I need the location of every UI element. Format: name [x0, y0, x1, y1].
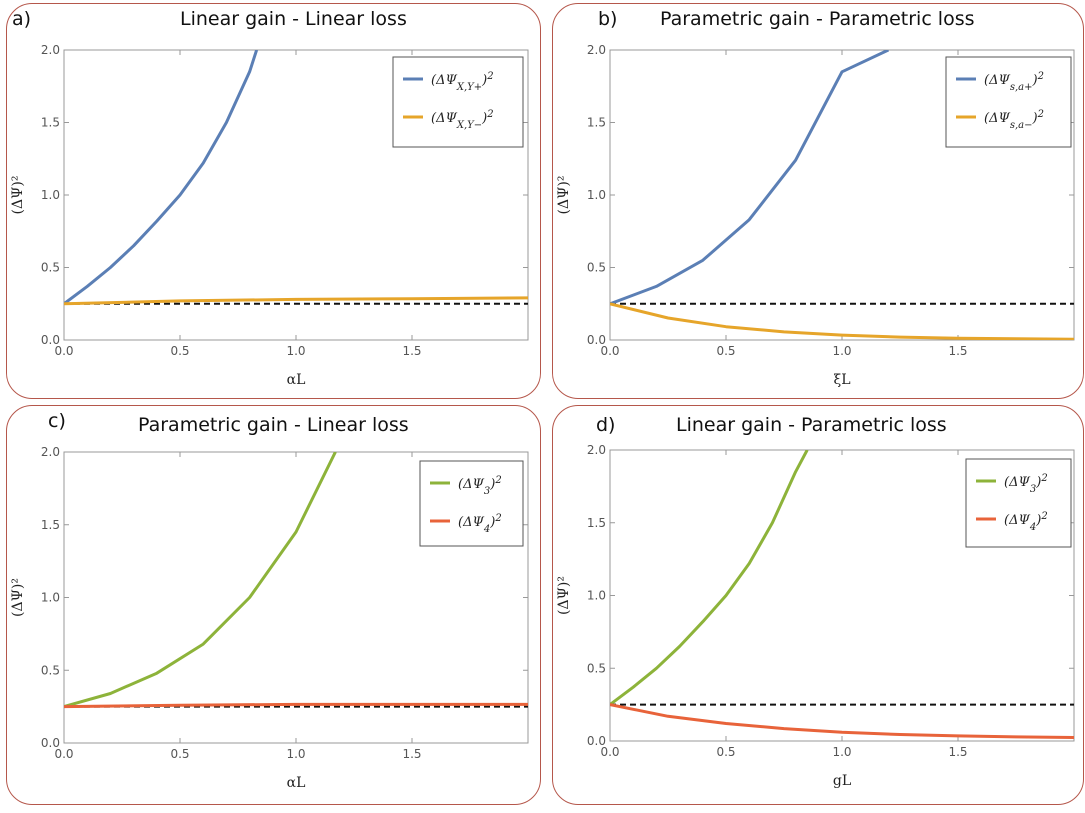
panel-b-title: Parametric gain - Parametric loss — [660, 8, 975, 30]
x-tick-label: 0.0 — [54, 344, 73, 358]
x-tick-label: 1.5 — [948, 745, 967, 759]
panel-a-label: a) — [12, 8, 32, 30]
legend-box — [419, 460, 524, 547]
legend-label-0: (ΔΨX,Y+)2 — [431, 71, 494, 93]
panel-d-label: d) — [596, 414, 616, 436]
legend-label-1: (ΔΨ4)2 — [1004, 511, 1048, 533]
series-line-1 — [610, 703, 1074, 739]
y-axis-label: (ΔΨ)² — [556, 576, 572, 615]
y-axis-label: (ΔΨ)² — [10, 578, 26, 617]
y-tick-label: 1.0 — [587, 188, 606, 202]
y-tick-label: 0.5 — [41, 261, 60, 275]
legend-box — [945, 56, 1072, 148]
panel-a-title: Linear gain - Linear loss — [180, 8, 407, 30]
y-tick-label: 1.0 — [587, 589, 606, 603]
legend-label-0: (ΔΨs,a+)2 — [984, 71, 1044, 93]
chart-0: 0.0 0.5 1.0 1.5 0.0 0.5 1.0 1.5 2.0 αL (ΔΨ)² (ΔΨX,Y… — [10, 43, 529, 388]
x-tick-label: 1.5 — [402, 747, 421, 761]
series-line-1 — [610, 302, 1074, 340]
panel-c-label: c) — [48, 410, 66, 432]
y-axis-label: (ΔΨ)² — [10, 176, 26, 215]
y-tick-label: 2.0 — [587, 43, 606, 57]
y-tick-label: 0.5 — [41, 663, 60, 677]
series-line-0 — [64, 452, 337, 709]
panel-b-label: b) — [598, 8, 618, 30]
x-tick-label: 1.5 — [948, 344, 967, 358]
y-tick-label: 0.0 — [41, 333, 60, 347]
x-tick-label: 0.5 — [170, 747, 189, 761]
y-tick-label: 1.0 — [41, 188, 60, 202]
legend-label-0: (ΔΨ3)2 — [458, 475, 502, 497]
series-line-0 — [64, 50, 259, 305]
x-tick-label: 1.0 — [286, 344, 305, 358]
chart-1: 0.0 0.5 1.0 1.5 0.0 0.5 1.0 1.5 2.0 ξL (ΔΨ)² (ΔΨs,a… — [556, 43, 1075, 388]
legend-label-1: (ΔΨ4)2 — [458, 513, 502, 535]
y-tick-label: 0.0 — [41, 736, 60, 750]
y-tick-label: 2.0 — [587, 443, 606, 457]
legend-label-0: (ΔΨ3)2 — [1004, 473, 1048, 495]
x-tick-label: 0.0 — [54, 747, 73, 761]
y-tick-label: 2.0 — [41, 445, 60, 459]
series-line-1 — [64, 702, 528, 709]
y-axis-label: (ΔΨ)² — [556, 176, 572, 215]
legend-label-1: (ΔΨX,Y−)2 — [431, 109, 494, 131]
x-tick-label: 0.5 — [716, 344, 735, 358]
legend-label-1: (ΔΨs,a−)2 — [984, 109, 1044, 131]
y-tick-label: 1.5 — [41, 518, 60, 532]
x-tick-label: 1.5 — [402, 344, 421, 358]
series-line-0 — [610, 450, 809, 706]
y-tick-label: 1.5 — [587, 116, 606, 130]
panel-d-title: Linear gain - Parametric loss — [676, 414, 947, 436]
panel-c-title: Parametric gain - Linear loss — [138, 414, 409, 436]
x-tick-label: 0.0 — [600, 344, 619, 358]
x-tick-label: 1.0 — [832, 344, 851, 358]
x-tick-label: 0.0 — [600, 745, 619, 759]
y-tick-label: 0.0 — [587, 734, 606, 748]
x-tick-label: 0.5 — [716, 745, 735, 759]
x-tick-label: 1.0 — [286, 747, 305, 761]
y-tick-label: 2.0 — [41, 43, 60, 57]
legend-box — [965, 458, 1072, 548]
x-axis-label: αL — [287, 372, 306, 388]
y-tick-label: 1.0 — [41, 591, 60, 605]
y-tick-label: 0.5 — [587, 661, 606, 675]
x-axis-label: gL — [833, 773, 851, 789]
y-tick-label: 0.5 — [587, 261, 606, 275]
series-line-0 — [610, 50, 890, 306]
x-axis-label: αL — [287, 775, 306, 791]
y-tick-label: 1.5 — [41, 116, 60, 130]
legend-box — [392, 56, 524, 148]
chart-2: 0.0 0.5 1.0 1.5 0.0 0.5 1.0 1.5 2.0 αL (ΔΨ)² (ΔΨ3)2… — [10, 445, 529, 791]
y-tick-label: 0.0 — [587, 333, 606, 347]
chart-3: 0.0 0.5 1.0 1.5 0.0 0.5 1.0 1.5 2.0 gL (ΔΨ)² (ΔΨ3)2… — [556, 443, 1075, 789]
series-line-1 — [64, 296, 528, 306]
x-tick-label: 0.5 — [170, 344, 189, 358]
x-axis-label: ξL — [833, 372, 850, 388]
y-tick-label: 1.5 — [587, 516, 606, 530]
x-tick-label: 1.0 — [832, 745, 851, 759]
